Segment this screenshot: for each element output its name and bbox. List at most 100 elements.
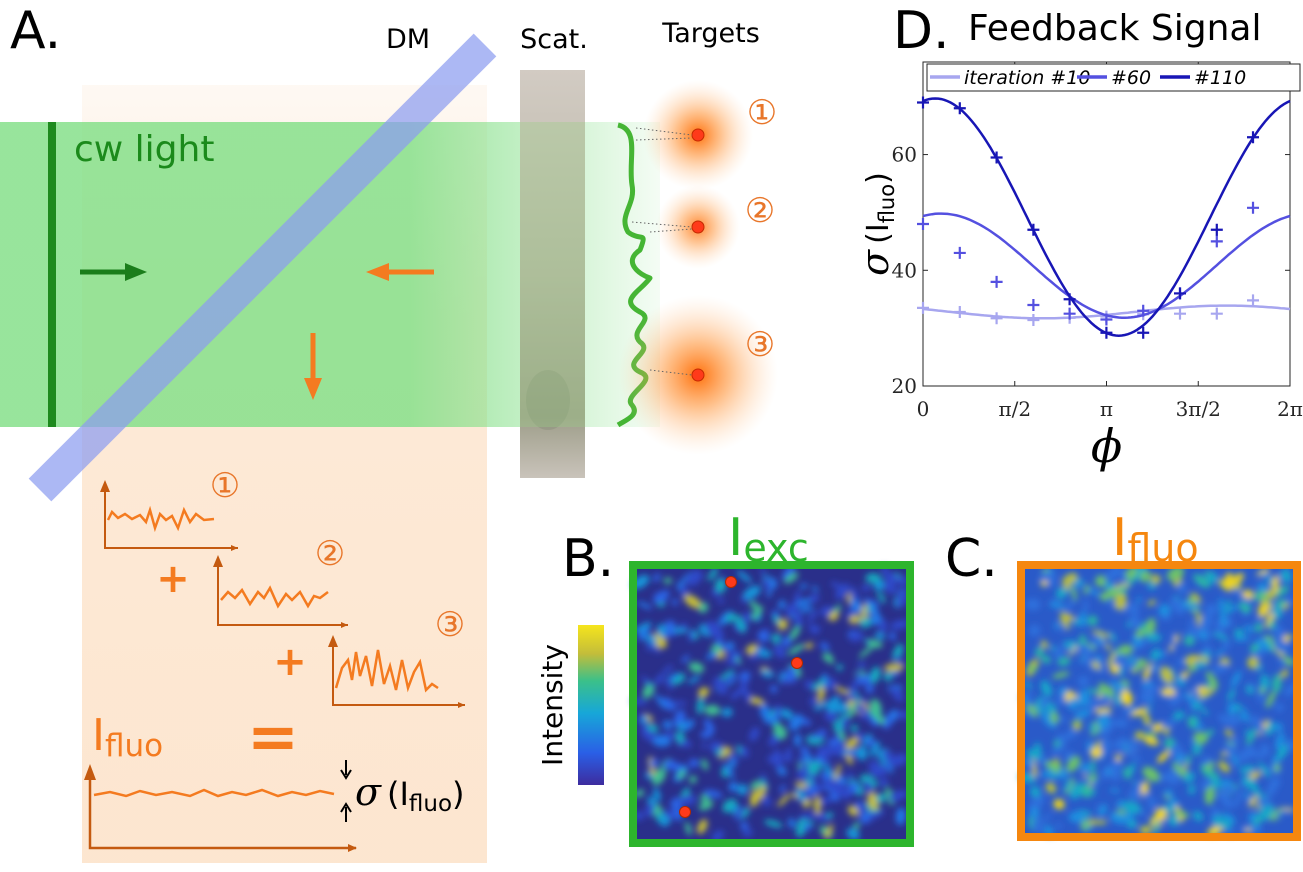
speckle-grain xyxy=(1205,772,1220,779)
speckle-grain xyxy=(1052,671,1070,679)
speckle-grain xyxy=(1139,810,1147,817)
speckle-grain xyxy=(685,822,692,836)
speckle-grain xyxy=(1193,810,1204,822)
speckle-grain xyxy=(1090,780,1100,787)
speckle-grain xyxy=(1188,664,1197,672)
speckle-grain xyxy=(1087,588,1100,596)
speckle-grain xyxy=(1259,573,1272,578)
speckle-grain xyxy=(782,636,791,648)
speckle-grain xyxy=(1126,603,1139,611)
speckle-grain xyxy=(763,576,771,593)
speckle-grain xyxy=(750,780,761,790)
speckle-grain xyxy=(1131,707,1150,717)
panel-c: C. Ifluo xyxy=(945,508,1301,841)
speckle-grain xyxy=(1090,747,1103,758)
speckle-grain xyxy=(1176,582,1187,594)
speckle-grain xyxy=(642,684,655,699)
speckle-grain xyxy=(1184,655,1196,667)
speckle-grain xyxy=(1123,767,1132,779)
speckle-grain xyxy=(1176,658,1186,666)
speckle-grain xyxy=(1057,657,1071,666)
sigma-arrow-top xyxy=(340,760,352,780)
speckle-grain xyxy=(850,598,863,614)
speckle-grain xyxy=(865,573,881,583)
scatter-texture xyxy=(526,370,570,430)
speckle-grain xyxy=(837,702,850,713)
speckle-grain xyxy=(875,793,886,804)
speckle-grain xyxy=(717,597,724,604)
speckle-grain xyxy=(794,782,808,789)
speckle-grain xyxy=(1063,750,1074,760)
speckle-grain xyxy=(646,723,659,733)
speckle-grain xyxy=(1206,572,1219,584)
speckle-grain xyxy=(1129,753,1142,763)
speckle-grain xyxy=(1153,818,1159,837)
speckle-grain xyxy=(1070,696,1076,711)
speckle-grain xyxy=(882,749,893,760)
speckle-grain xyxy=(1157,750,1170,764)
speckle-grain xyxy=(889,754,908,767)
speckle-grain xyxy=(749,727,760,742)
fluo-border xyxy=(1017,561,1301,841)
speckle-grain xyxy=(861,603,868,620)
speckle-grain xyxy=(714,578,727,593)
speckle-grain xyxy=(723,762,735,779)
speckle-grain xyxy=(1117,737,1127,745)
target-2-number: ② xyxy=(745,191,775,231)
sigma-label: σ (Ifluo) xyxy=(355,770,465,817)
speckle-grain xyxy=(725,641,735,650)
x-axis-label: ϕ xyxy=(1091,419,1122,473)
speckle-grain xyxy=(1114,593,1127,611)
speckle-grain xyxy=(1266,600,1273,611)
legend-box xyxy=(926,63,1301,92)
speckle-grain xyxy=(809,729,826,740)
speckle-grain xyxy=(1215,648,1225,657)
speckle-grain xyxy=(800,718,812,726)
series-point xyxy=(990,275,1003,288)
speckle-grain xyxy=(869,765,888,778)
speckle-grain xyxy=(665,731,675,739)
speckle-grain xyxy=(1146,633,1162,642)
speckle-grain xyxy=(1125,740,1139,753)
y-axis-label: σ(Ifluo) xyxy=(853,172,899,276)
speckle-grain xyxy=(1218,761,1231,773)
speckle-grain xyxy=(689,629,694,642)
speckle-grain xyxy=(829,792,840,802)
speckle-grain xyxy=(1191,686,1204,704)
signal-3-axes xyxy=(332,640,465,708)
speckle-grain xyxy=(820,771,830,782)
speckle-grain xyxy=(1056,733,1068,744)
speckle-grain xyxy=(1118,666,1124,677)
speckle-grain xyxy=(703,789,723,798)
speckle-grain xyxy=(1079,611,1087,628)
speckle-grain xyxy=(897,588,908,594)
speckle-grain xyxy=(713,677,728,695)
speckle-grain xyxy=(1169,692,1183,706)
speckle-grain xyxy=(725,613,737,623)
speckle-grain xyxy=(1089,722,1097,734)
speckle-grain xyxy=(1252,820,1261,830)
speckle-grain xyxy=(739,671,751,681)
speckle-grain xyxy=(1029,786,1041,798)
speckle-grain xyxy=(741,807,750,818)
speckle-grain xyxy=(1057,768,1068,780)
speckle-grain xyxy=(1091,758,1096,777)
speckle-grain xyxy=(758,649,766,657)
speckle-grain xyxy=(721,707,733,718)
speckle-grain xyxy=(771,633,781,644)
speckle-grain xyxy=(777,793,792,807)
speckle-grain xyxy=(1058,686,1069,696)
speckle-grain xyxy=(793,733,802,747)
speckle-grain xyxy=(814,702,826,711)
speckle-grain xyxy=(849,679,857,696)
speckle-grain xyxy=(671,598,679,606)
speckle-grain xyxy=(1107,651,1116,667)
speckle-grain xyxy=(1254,616,1263,623)
speckle-grain xyxy=(829,658,834,665)
speckle-grain xyxy=(1186,771,1194,783)
speckle-grain xyxy=(1028,624,1041,637)
speckle-grain xyxy=(1213,632,1229,641)
speckle-grain xyxy=(1095,804,1102,810)
series-point xyxy=(953,102,966,115)
